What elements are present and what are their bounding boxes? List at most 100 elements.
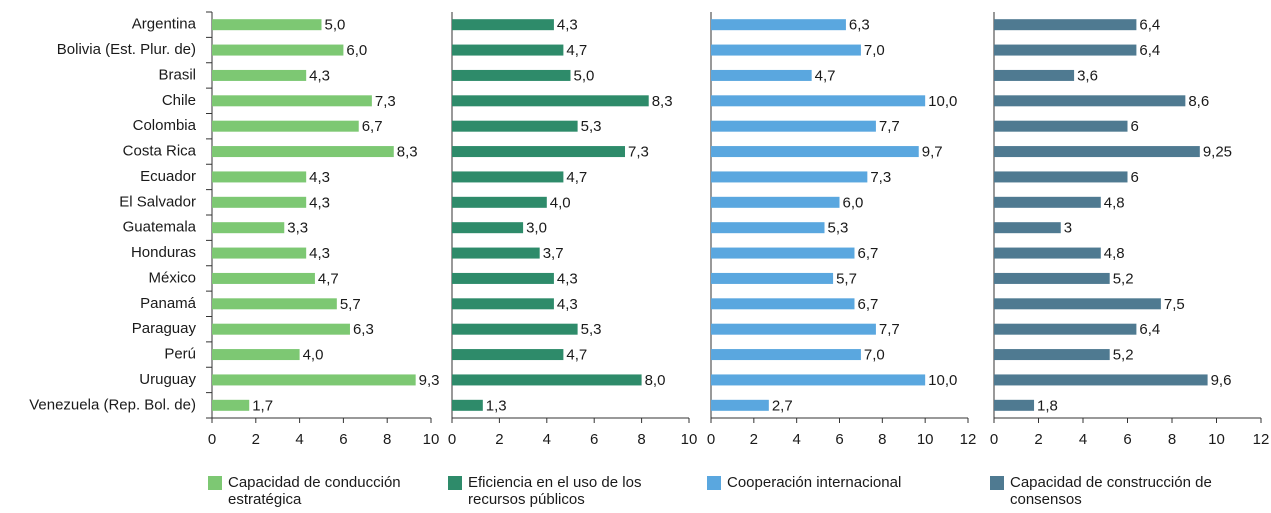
- value-label: 4,8: [1104, 194, 1125, 211]
- bar: [711, 120, 876, 132]
- x-tick-label: 4: [543, 431, 551, 448]
- y-tick-label: Brasil: [158, 66, 196, 83]
- value-label: 6,7: [857, 245, 878, 262]
- bar: [994, 120, 1128, 132]
- x-tick-label: 12: [960, 431, 977, 448]
- value-label: 3,6: [1077, 67, 1098, 84]
- bar: [994, 44, 1137, 56]
- legend-text: Cooperación internacional: [727, 474, 902, 491]
- value-label: 6: [1131, 169, 1139, 186]
- value-label: 7,7: [879, 321, 900, 338]
- value-label: 1,8: [1037, 397, 1058, 414]
- y-tick-label: El Salvador: [119, 193, 196, 210]
- value-label: 9,25: [1203, 144, 1232, 161]
- bar: [212, 44, 344, 56]
- legend-text: Capacidad de conducción estratégica: [228, 474, 401, 508]
- x-tick-label: 6: [339, 431, 347, 448]
- value-label: 3,0: [526, 220, 547, 237]
- bar: [994, 69, 1075, 81]
- value-label: 3,3: [287, 220, 308, 237]
- x-tick-label: 8: [1168, 431, 1176, 448]
- bar: [452, 374, 642, 386]
- x-tick-label: 10: [1208, 431, 1225, 448]
- bar: [711, 44, 861, 56]
- value-label: 5,0: [325, 17, 346, 34]
- value-label: 4,3: [557, 296, 578, 313]
- bar: [452, 69, 571, 81]
- legend-item: Capacidad de conducción estratégica: [208, 474, 443, 508]
- bar: [452, 146, 626, 158]
- value-label: 4,7: [815, 67, 836, 84]
- bar: [212, 19, 322, 31]
- value-label: 7,0: [864, 42, 885, 59]
- value-label: 1,3: [486, 397, 507, 414]
- bar: [452, 196, 547, 208]
- bar: [711, 247, 855, 259]
- value-label: 4,0: [550, 194, 571, 211]
- y-tick-label: Colombia: [133, 117, 197, 134]
- bar: [212, 272, 315, 284]
- x-tick-label: 0: [208, 431, 216, 448]
- bar: [212, 298, 337, 310]
- value-label: 4,3: [557, 270, 578, 287]
- value-label: 5,2: [1113, 347, 1134, 364]
- value-label: 4,3: [309, 245, 330, 262]
- bar: [711, 272, 834, 284]
- value-label: 9,3: [419, 372, 440, 389]
- y-tick-label: Ecuador: [140, 168, 196, 185]
- x-tick-label: 0: [707, 431, 715, 448]
- value-label: 5,2: [1113, 270, 1134, 287]
- chart: 0 2 4 6 8 105,06,04,37,36,78,34,34,33,34,34,7…: [29, 11, 1270, 448]
- bar: [994, 171, 1128, 183]
- value-label: 6,4: [1139, 17, 1160, 34]
- value-label: 4,7: [566, 42, 587, 59]
- legend-text: Eficiencia en el uso de los recursos púb…: [468, 474, 642, 508]
- bar: [212, 95, 372, 107]
- bar: [711, 399, 769, 411]
- bar: [994, 222, 1061, 234]
- bar: [994, 298, 1161, 310]
- bar: [212, 171, 307, 183]
- bar: [452, 349, 564, 361]
- bar: [212, 69, 307, 81]
- value-label: 9,7: [922, 144, 943, 161]
- y-tick-label: Bolivia (Est. Plur. de): [57, 41, 196, 58]
- y-tick-label: Uruguay: [139, 371, 196, 388]
- value-label: 4,7: [566, 347, 587, 364]
- bar: [212, 222, 285, 234]
- x-tick-label: 10: [917, 431, 934, 448]
- x-tick-label: 2: [495, 431, 503, 448]
- x-tick-label: 2: [1034, 431, 1042, 448]
- value-label: 3: [1064, 220, 1072, 237]
- bar: [711, 146, 919, 158]
- bar: [994, 399, 1035, 411]
- bar: [452, 44, 564, 56]
- bar: [711, 171, 868, 183]
- value-label: 7,3: [870, 169, 891, 186]
- value-label: 8,6: [1188, 93, 1209, 110]
- legend-swatch: [707, 476, 721, 490]
- bar: [452, 120, 578, 132]
- value-label: 7,3: [375, 93, 396, 110]
- x-tick-label: 0: [448, 431, 456, 448]
- bar: [994, 95, 1186, 107]
- value-label: 5,0: [574, 67, 595, 84]
- value-label: 6,0: [346, 42, 367, 59]
- bar: [711, 222, 825, 234]
- x-tick-label: 10: [681, 431, 698, 448]
- y-tick-label: Argentina: [132, 16, 197, 33]
- value-label: 6,3: [849, 17, 870, 34]
- x-tick-label: 12: [1253, 431, 1270, 448]
- x-tick-label: 6: [835, 431, 843, 448]
- y-tick-label: Chile: [162, 92, 196, 109]
- value-label: 6,4: [1139, 321, 1160, 338]
- bar: [711, 374, 926, 386]
- value-label: 5,3: [581, 321, 602, 338]
- bar: [452, 95, 649, 107]
- value-label: 10,0: [928, 93, 957, 110]
- bar: [711, 349, 861, 361]
- bar: [212, 146, 394, 158]
- x-tick-label: 4: [295, 431, 303, 448]
- y-tick-label: Costa Rica: [123, 143, 197, 160]
- value-label: 8,3: [652, 93, 673, 110]
